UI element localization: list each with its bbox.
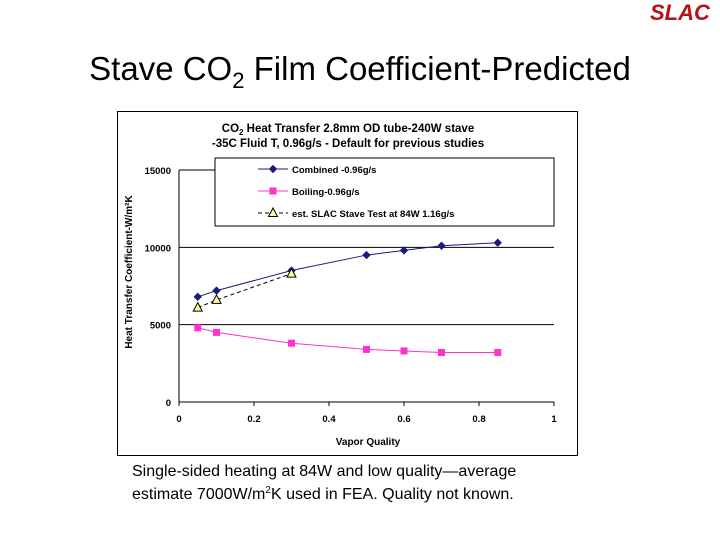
data-point: [194, 324, 202, 332]
series-line-1: [197, 327, 498, 354]
data-point: [494, 349, 502, 357]
data-point: [286, 267, 297, 278]
x-tick-label: 0.2: [247, 414, 260, 425]
y-tick-label: 15000: [145, 166, 171, 177]
y-axis-title: Heat Transfer Coefficient-W/m²K: [124, 195, 135, 349]
legend-marker: [268, 164, 278, 174]
caption: Single-sided heating at 84W and low qual…: [132, 460, 592, 506]
data-point: [288, 339, 295, 347]
chart-title-line1: CO2 Heat Transfer 2.8mm OD tube-240W sta…: [222, 123, 474, 137]
data-point: [212, 286, 221, 295]
series-line-0: [197, 242, 498, 298]
x-tick-label: 0.8: [472, 414, 485, 425]
slac-logo: SLAC: [650, 0, 710, 25]
title-rest: Film Coefficient-Predicted: [244, 50, 631, 87]
data-point: [493, 238, 502, 247]
x-tick-label: 0: [176, 414, 181, 425]
data-point: [363, 345, 370, 353]
title-subscript: 2: [232, 68, 245, 93]
data-point: [362, 250, 371, 260]
series-line-2: [197, 273, 292, 309]
data-point: [438, 349, 445, 357]
caption-line1: Single-sided heating at 84W and low qual…: [132, 463, 517, 480]
y-tick-label: 5000: [150, 321, 171, 332]
x-axis-title: Vapor Quality: [336, 437, 401, 448]
legend-label: Combined -0.96g/s: [292, 165, 376, 176]
y-tick-label: 0: [166, 398, 171, 409]
legend-label: est. SLAC Stave Test at 84W 1.16g/s: [292, 209, 454, 220]
chart-title-line2: -35C Fluid T, 0.96g/s - Default for prev…: [212, 138, 484, 150]
chart-frame: CO2 Heat Transfer 2.8mm OD tube-240W sta…: [117, 111, 578, 456]
slide-title: Stave CO2 Film Coefficient-Predicted: [0, 50, 720, 94]
heat-transfer-chart: CO2 Heat Transfer 2.8mm OD tube-240W sta…: [124, 123, 557, 448]
legend-marker: [267, 206, 279, 217]
data-point: [399, 246, 409, 255]
y-tick-label: 10000: [145, 243, 171, 254]
data-point: [211, 293, 222, 304]
title-main: Stave CO: [89, 50, 233, 87]
data-point: [400, 347, 408, 355]
x-tick-label: 0.6: [397, 414, 410, 425]
chart-legend: Combined -0.96g/s Boiling-0.96g/s est. SLA…: [214, 157, 555, 227]
x-tick-label: 1: [551, 414, 557, 425]
data-point: [192, 301, 204, 312]
x-tick-label: 0.4: [322, 414, 336, 425]
data-point: [213, 328, 220, 336]
legend-label: Boiling-0.96g/s: [292, 187, 360, 198]
data-point: [437, 241, 446, 250]
data-point: [193, 292, 202, 302]
legend-marker: [269, 187, 277, 195]
caption-line2: estimate 7000W/m2K used in FEA. Quality …: [132, 485, 514, 504]
